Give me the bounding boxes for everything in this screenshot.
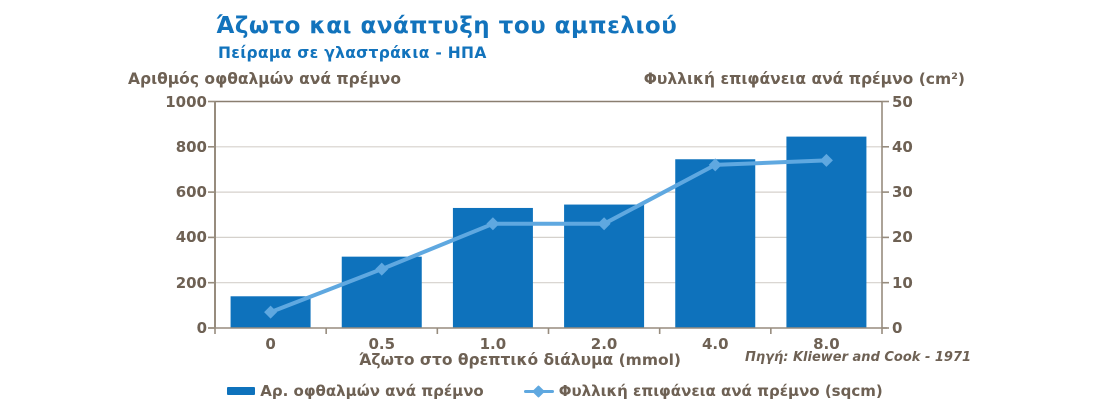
diamond-marker-icon bbox=[597, 217, 611, 231]
diamond-marker-icon bbox=[264, 305, 278, 319]
diamond-marker-icon bbox=[486, 217, 500, 231]
x-axis-title: Άζωτο στο θρεπτικό διάλυμα (mmol) bbox=[358, 351, 682, 369]
right-axis-tick-label: 0 bbox=[892, 319, 903, 337]
x-axis-tick-label: 2.0 bbox=[590, 335, 618, 353]
x-axis-tick-label: 0.5 bbox=[368, 335, 396, 353]
x-axis-tick-label: 1.0 bbox=[479, 335, 507, 353]
left-axis-tick-label: 200 bbox=[175, 273, 207, 292]
left-axis-tick-label: 400 bbox=[175, 228, 207, 247]
legend-item-line: Φυλλική επιφάνεια ανά πρέμνο (sqcm) bbox=[523, 382, 883, 400]
legend-label-bars: Αρ. οφθαλμών ανά πρέμνο bbox=[260, 382, 484, 400]
right-axis-title: Φυλλική επιφάνεια ανά πρέμνο (cm²) bbox=[643, 70, 965, 88]
bar bbox=[786, 136, 867, 328]
legend-label-line: Φυλλική επιφάνεια ανά πρέμνο (sqcm) bbox=[558, 382, 883, 400]
bar bbox=[675, 159, 756, 328]
left-axis-tick-label: 0 bbox=[196, 319, 207, 337]
line-diamond-swatch-icon bbox=[523, 384, 554, 398]
line-series bbox=[268, 158, 829, 315]
right-axis-tick-label: 30 bbox=[892, 183, 913, 202]
chart-subtitle: Πείραμα σε γλαστράκια - ΗΠΑ bbox=[218, 44, 487, 62]
right-axis-tick-label: 10 bbox=[892, 273, 913, 292]
bar-swatch-icon bbox=[227, 387, 256, 395]
x-axis-tick-label: 0 bbox=[265, 335, 276, 353]
diamond-marker-icon bbox=[819, 153, 833, 167]
right-axis-tick-label: 40 bbox=[892, 137, 913, 156]
diamond-marker-icon bbox=[708, 158, 722, 172]
diamond-marker-icon bbox=[375, 262, 389, 276]
right-axis-tick-label: 50 bbox=[892, 92, 913, 111]
legend-item-bars: Αρ. οφθαλμών ανά πρέμνο bbox=[227, 382, 484, 400]
chart-title: Άζωτο και ανάπτυξη του αμπελιού bbox=[216, 13, 678, 39]
diamond-marker-icon bbox=[532, 384, 546, 398]
left-axis-tick-label: 600 bbox=[175, 183, 207, 202]
source-note: Πηγή: Kliewer and Cook - 1971 bbox=[745, 350, 972, 365]
x-axis-tick-label: 4.0 bbox=[701, 335, 729, 353]
left-axis-title: Αριθμός οφθαλμών ανά πρέμνο bbox=[128, 70, 401, 88]
right-axis-tick-label: 20 bbox=[892, 228, 913, 247]
x-axis-tick-label: 8.0 bbox=[813, 335, 840, 353]
left-axis-tick-label: 800 bbox=[175, 137, 207, 156]
legend: Αρ. οφθαλμών ανά πρέμνο Φυλλική επιφάνει… bbox=[0, 382, 1110, 400]
left-axis-tick-label: 1000 bbox=[165, 92, 207, 111]
